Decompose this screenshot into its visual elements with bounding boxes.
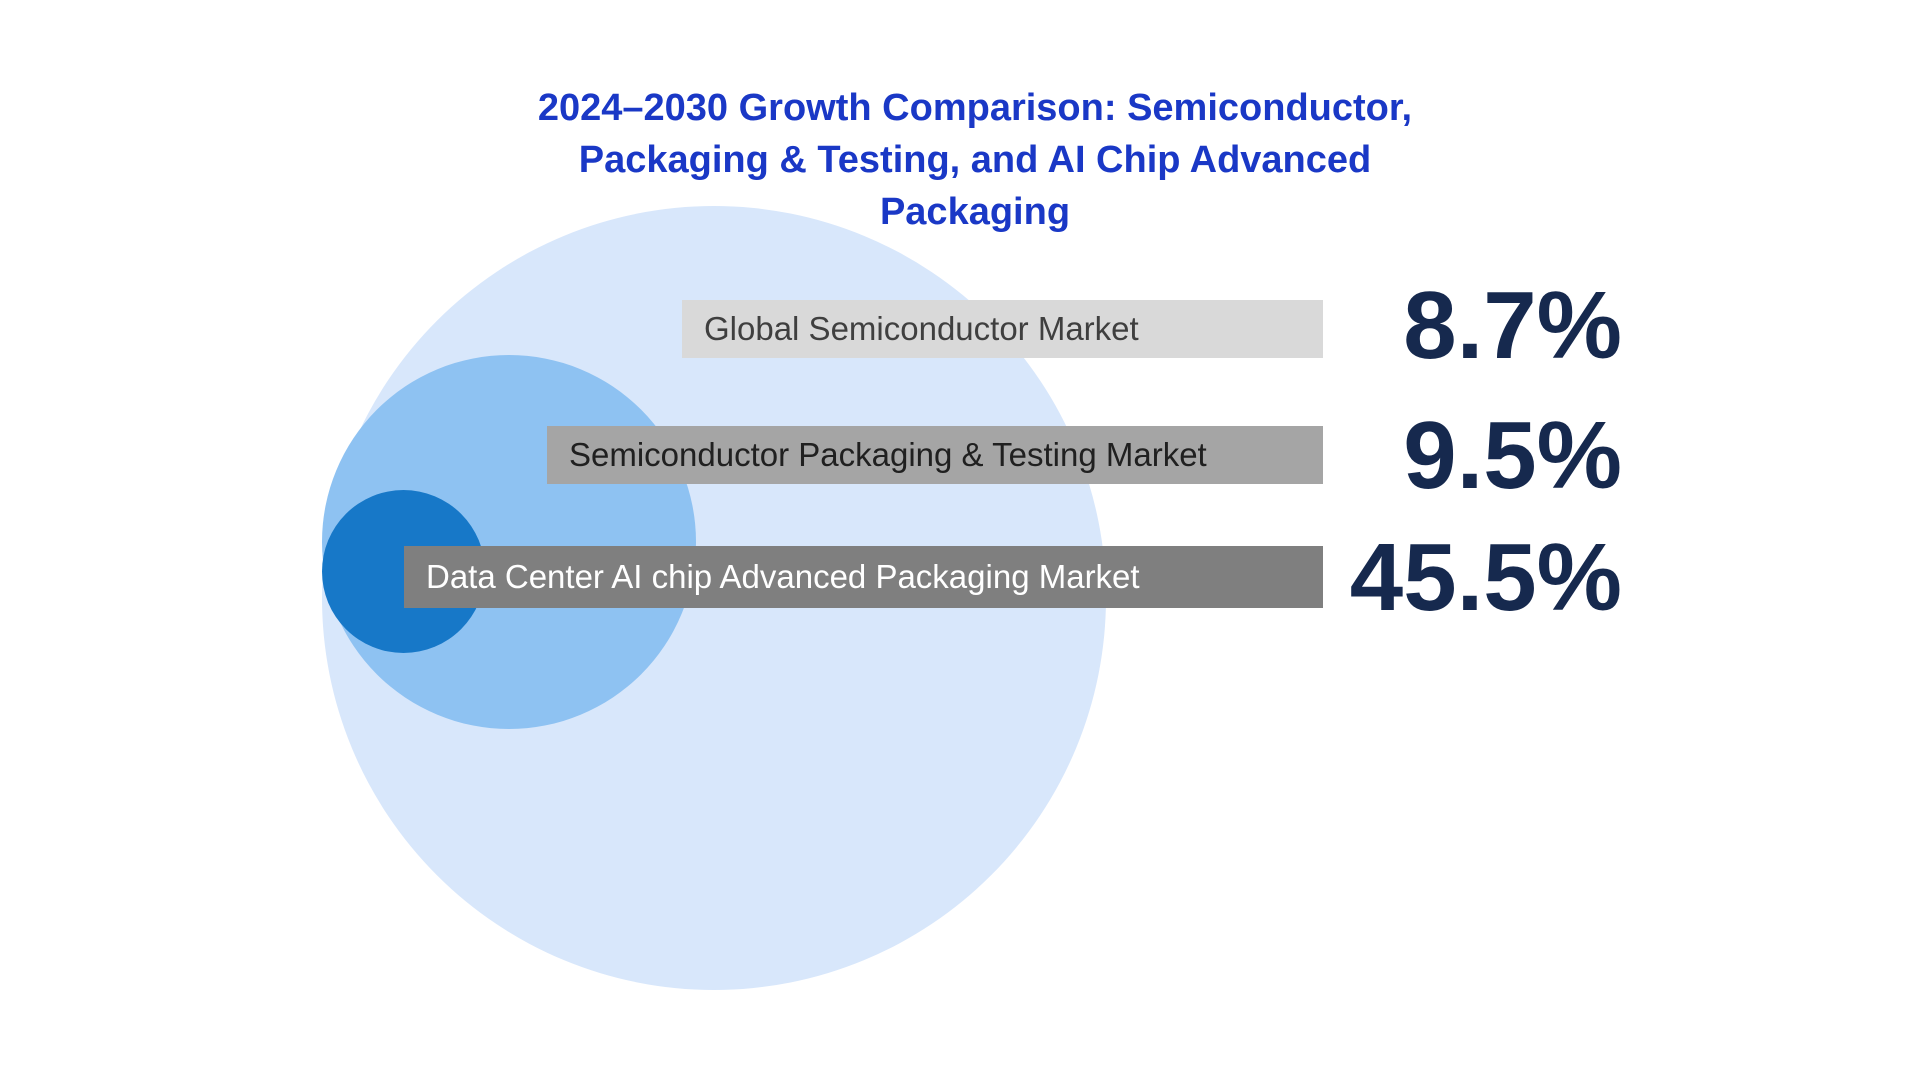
chart-title-line2: Packaging & Testing, and AI Chip Advance… — [578, 139, 1372, 233]
label-text-packaging-testing: Semiconductor Packaging & Testing Market — [569, 436, 1207, 473]
label-bar-packaging-testing: Semiconductor Packaging & Testing Market — [547, 426, 1323, 484]
chart-title: 2024–2030 Growth Comparison: Semiconduct… — [510, 82, 1440, 238]
value-packaging-testing: 9.5% — [1403, 402, 1622, 509]
label-text-ai-chip-advanced-packaging: Data Center AI chip Advanced Packaging M… — [426, 558, 1140, 595]
chart-title-line1: 2024–2030 Growth Comparison: Semiconduct… — [537, 87, 1413, 129]
value-ai-chip-advanced-packaging: 45.5% — [1349, 524, 1622, 631]
label-text-global-semiconductor: Global Semiconductor Market — [704, 310, 1139, 347]
label-bar-global-semiconductor: Global Semiconductor Market — [682, 300, 1323, 358]
value-global-semiconductor: 8.7% — [1403, 272, 1622, 379]
label-bar-ai-chip-advanced-packaging: Data Center AI chip Advanced Packaging M… — [404, 546, 1323, 608]
